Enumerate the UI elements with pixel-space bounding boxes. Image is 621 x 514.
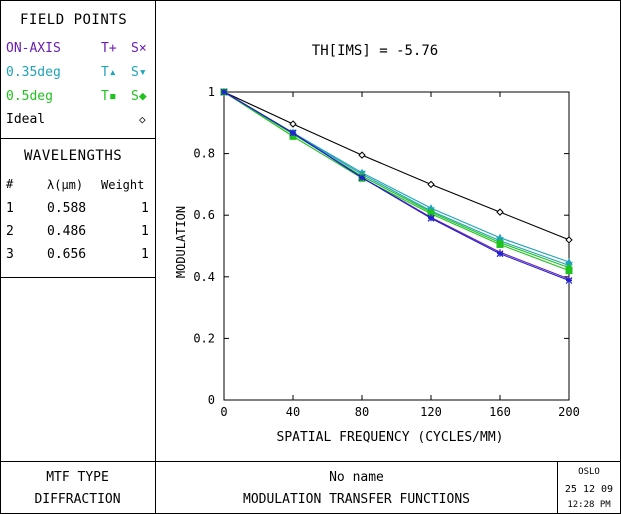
data-point xyxy=(289,120,297,128)
x-tick-label: 200 xyxy=(558,405,580,419)
series-0-5deg-t xyxy=(220,88,573,275)
series-line xyxy=(223,91,570,269)
wavelength-row-2-weight: 1 xyxy=(141,224,149,239)
y-tick-label: 0 xyxy=(208,393,215,407)
x-tick-label: 160 xyxy=(489,405,511,419)
series-line xyxy=(223,91,570,266)
legend-05deg-t: T▪ xyxy=(101,89,117,104)
x-tick-label: 0 xyxy=(220,405,227,419)
plot-subtitle: MODULATION TRANSFER FUNCTIONS xyxy=(243,492,470,507)
legend-035deg-t: T▴ xyxy=(101,65,117,80)
mtf-type-value: DIFFRACTION xyxy=(34,492,121,507)
legend-05deg-name: 0.5deg xyxy=(6,89,53,104)
footer-divider xyxy=(0,461,620,462)
data-point xyxy=(496,250,504,258)
lens-name: No name xyxy=(329,470,384,485)
program-name: OSLO xyxy=(578,467,600,477)
footer-divider-right xyxy=(557,461,558,513)
data-point xyxy=(289,129,297,137)
data-point xyxy=(496,238,504,247)
chart-ylabel: MODULATION xyxy=(174,206,188,278)
mtf-chart: TH[IMS] = -5.76 MODULATION SPATIAL FREQU… xyxy=(174,43,580,445)
legend-ideal-marker: ◇ xyxy=(139,113,146,126)
x-tick-label: 120 xyxy=(420,405,442,419)
wavelengths-title: WAVELENGTHS xyxy=(24,148,123,164)
legend-035deg-name: 0.35deg xyxy=(6,65,61,80)
wavelength-row-3-weight: 1 xyxy=(141,247,149,262)
wavelength-row-1-index: 1 xyxy=(6,201,14,216)
series-line xyxy=(223,91,570,272)
series-on-axis-s xyxy=(220,88,573,284)
y-tick-label: 0.8 xyxy=(193,147,215,161)
wavelength-row-2-lambda: 0.486 xyxy=(47,224,87,239)
data-point xyxy=(496,208,504,216)
legend-05deg-s: S◆ xyxy=(131,89,147,104)
legend-on-axis-s: S× xyxy=(131,41,147,56)
series-line xyxy=(223,91,570,263)
y-tick-label: 0.6 xyxy=(193,208,215,222)
y-tick-label: 0.2 xyxy=(193,331,215,345)
legend-ideal-name: Ideal xyxy=(6,112,46,127)
data-point xyxy=(565,263,573,272)
footer-divider-left xyxy=(155,461,156,513)
data-point xyxy=(565,277,573,284)
series-0-5deg-s xyxy=(220,88,573,272)
left-panel-divider xyxy=(155,0,156,461)
series-0-35deg-s xyxy=(220,88,573,270)
data-point xyxy=(427,214,435,222)
data-point xyxy=(427,180,435,189)
wavelength-row-1-lambda: 0.588 xyxy=(47,201,87,216)
x-tick-label: 80 xyxy=(355,405,369,419)
chart-title: TH[IMS] = -5.76 xyxy=(312,43,438,59)
chart-xlabel: SPATIAL FREQUENCY (CYCLES/MM) xyxy=(277,430,504,445)
wavelength-row-3-index: 3 xyxy=(6,247,14,262)
series-ideal xyxy=(220,88,573,244)
legend-on-axis-t: T+ xyxy=(101,41,117,56)
mtf-type-label: MTF TYPE xyxy=(46,470,109,485)
wavelengths-col-lambda: λ(μm) xyxy=(47,178,84,192)
wavelengths-col-weight: Weight xyxy=(101,178,145,192)
y-tick-label: 0.4 xyxy=(193,270,215,284)
field-points-title: FIELD POINTS xyxy=(20,12,128,28)
x-tick-label: 40 xyxy=(286,405,300,419)
plot-date: 25 12 09 xyxy=(564,484,614,495)
legend-035deg-s: S▾ xyxy=(131,65,147,80)
series-line xyxy=(223,91,570,241)
legend-on-axis-name: ON-AXIS xyxy=(6,41,61,56)
data-point xyxy=(358,151,366,159)
plot-time: 12:28 PM xyxy=(567,500,611,510)
field-points-divider xyxy=(0,138,156,139)
data-point xyxy=(358,174,366,182)
data-point xyxy=(220,88,228,96)
series-on-axis-t xyxy=(221,89,572,282)
wavelengths-col-index: # xyxy=(6,177,14,191)
data-point xyxy=(565,236,573,244)
y-tick-label: 1 xyxy=(208,85,215,99)
wavelengths-divider xyxy=(0,277,156,278)
wavelength-row-1-weight: 1 xyxy=(141,201,149,216)
wavelength-row-3-lambda: 0.656 xyxy=(47,247,87,262)
series-line xyxy=(223,91,570,282)
wavelength-row-2-index: 2 xyxy=(6,224,14,239)
plot-area-border xyxy=(223,91,570,401)
